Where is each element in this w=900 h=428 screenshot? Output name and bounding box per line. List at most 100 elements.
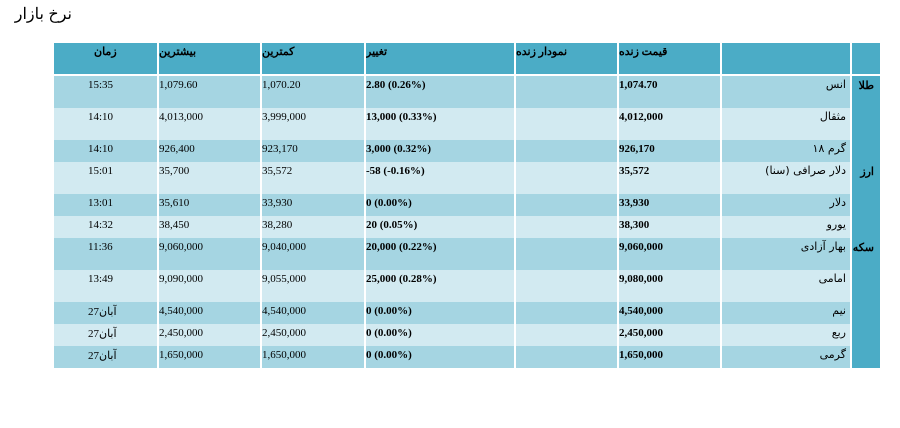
row-name: امامی [720,270,852,302]
row-min: 38,280 [260,216,366,238]
header-change: تغییر [364,43,516,76]
table-row: گرم ۱۸ 926,170 3,000 (0.32%) 923,170 926… [52,140,881,162]
row-min: 33,930 [260,194,366,216]
row-live-price: 4,012,000 [617,108,722,140]
row-live-chart [514,270,619,302]
market-rates-table: قیمت زنده نمودار زنده تغییر کمترین بیشتر… [52,43,882,368]
row-live-price: 4,540,000 [617,302,722,324]
group-label-coin: سکه [850,238,882,368]
row-max: 4,540,000 [157,302,262,324]
row-live-price: 2,450,000 [617,324,722,346]
row-max: 38,450 [157,216,262,238]
row-live-price: 926,170 [617,140,722,162]
row-time: 11:36 [52,238,159,270]
row-live-chart [514,324,619,346]
row-name: نیم [720,302,852,324]
row-live-price: 38,300 [617,216,722,238]
row-time: 14:10 [52,108,159,140]
page-title: نرخ بازار [14,6,72,23]
table-row: مثقال 4,012,000 13,000 (0.33%) 3,999,000… [52,108,881,140]
table-row: سکه بهار آزادی 9,060,000 20,000 (0.22%) … [52,238,882,368]
row-min: 9,040,000 [260,238,366,270]
row-max: 1,079.60 [157,75,262,108]
row-name: گرم ۱۸ [720,140,852,162]
row-min: 3,999,000 [260,108,366,140]
row-max: 35,610 [157,194,262,216]
row-min: 9,055,000 [260,270,366,302]
group-label-currency: ارز [850,162,882,238]
table-row: دلار 33,930 0 (0.00%) 33,930 35,610 13:0… [52,194,881,216]
row-name: دلار [720,194,852,216]
row-max: 926,400 [157,140,262,162]
header-live-chart: نمودار زنده [514,43,619,76]
table-row: طلا انس 1,074.70 2.80 (0.26%) 1,070.20 1… [52,75,882,162]
row-max: 2,450,000 [157,324,262,346]
row-time: 15:01 [52,162,159,194]
row-time: 14:10 [52,140,159,162]
row-min: 4,540,000 [260,302,366,324]
row-max: 1,650,000 [157,346,262,368]
row-live-chart [514,140,619,162]
row-change: 13,000 (0.33%) [364,108,516,140]
row-name: انس [720,75,852,108]
row-live-price: 33,930 [617,194,722,216]
header-live-price: قیمت زنده [617,43,722,76]
row-live-price: 9,080,000 [617,270,722,302]
header-time: زمان [52,43,159,76]
row-name: بهار آزادی [720,238,852,270]
header-name [720,43,852,76]
row-min: 1,650,000 [260,346,366,368]
row-live-price: 35,572 [617,162,722,194]
row-live-chart [514,108,619,140]
row-name: یورو [720,216,852,238]
row-live-chart [514,238,619,270]
row-live-chart [514,346,619,368]
table-row: ربع 2,450,000 0 (0.00%) 2,450,000 2,450,… [52,324,881,346]
table-header-row: قیمت زنده نمودار زنده تغییر کمترین بیشتر… [52,43,882,76]
row-change: 20 (0.05%) [364,216,516,238]
row-name: دلار صرافی (سنا) [720,162,852,194]
row-change: 20,000 (0.22%) [364,238,516,270]
row-time: 27آبان [52,324,159,346]
row-max: 9,060,000 [157,238,262,270]
row-change: 0 (0.00%) [364,324,516,346]
row-live-price: 1,650,000 [617,346,722,368]
row-time: 14:32 [52,216,159,238]
row-time: 13:49 [52,270,159,302]
header-group [850,43,882,76]
row-live-chart [514,302,619,324]
row-time: 27آبان [52,346,159,368]
row-live-price: 9,060,000 [617,238,722,270]
table-row: گرمی 1,650,000 0 (0.00%) 1,650,000 1,650… [52,346,881,368]
row-max: 9,090,000 [157,270,262,302]
group-label-gold: طلا [850,75,882,162]
table-row: امامی 9,080,000 25,000 (0.28%) 9,055,000… [52,270,881,302]
row-time: 13:01 [52,194,159,216]
row-name: گرمی [720,346,852,368]
row-change: 0 (0.00%) [364,302,516,324]
row-change: 0 (0.00%) [364,346,516,368]
table-row: ارز دلار صرافی (سنا) 35,572 -58 (-0.16%)… [52,162,882,238]
header-min: کمترین [260,43,366,76]
row-change: 25,000 (0.28%) [364,270,516,302]
table-row: یورو 38,300 20 (0.05%) 38,280 38,450 14:… [52,216,881,238]
row-live-chart [514,194,619,216]
row-time: 15:35 [52,75,159,108]
row-live-chart [514,216,619,238]
row-time: 27آبان [52,302,159,324]
row-change: -58 (-0.16%) [364,162,516,194]
row-live-chart [514,75,619,108]
row-min: 2,450,000 [260,324,366,346]
row-max: 4,013,000 [157,108,262,140]
row-min: 1,070.20 [260,75,366,108]
row-change: 3,000 (0.32%) [364,140,516,162]
row-live-chart [514,162,619,194]
table-row: نیم 4,540,000 0 (0.00%) 4,540,000 4,540,… [52,302,881,324]
row-max: 35,700 [157,162,262,194]
header-max: بیشترین [157,43,262,76]
row-change: 2.80 (0.26%) [364,75,516,108]
row-change: 0 (0.00%) [364,194,516,216]
row-live-price: 1,074.70 [617,75,722,108]
row-name: مثقال [720,108,852,140]
row-name: ربع [720,324,852,346]
